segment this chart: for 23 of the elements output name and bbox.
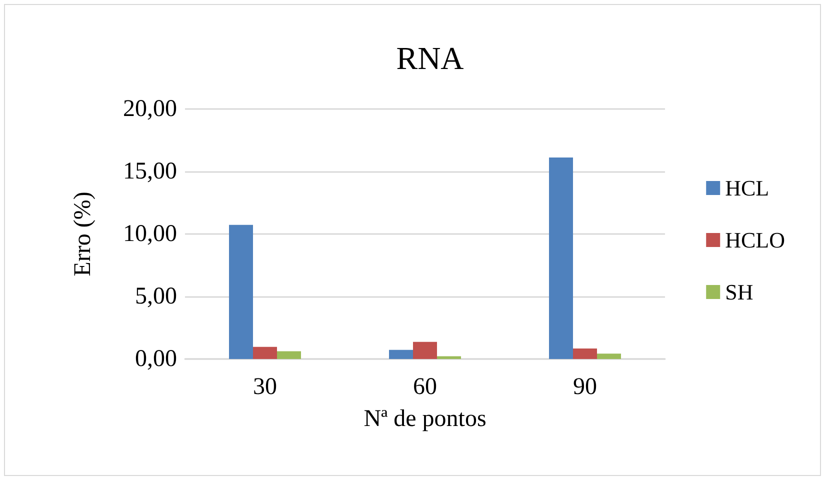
- bar: [597, 354, 621, 359]
- y-axis-title: Erro (%): [70, 192, 96, 276]
- bar: [549, 158, 573, 359]
- bar: [389, 350, 413, 359]
- y-tick-label: 15,00: [123, 158, 177, 184]
- bar: [413, 342, 437, 359]
- bar: [229, 224, 253, 359]
- x-tick-label: 90: [573, 374, 597, 400]
- legend-label: SH: [725, 280, 754, 304]
- x-tick-label: 60: [413, 374, 437, 400]
- y-tick-label: 5,00: [135, 284, 177, 310]
- chart-title: RNA: [396, 40, 464, 76]
- bar: [437, 356, 461, 359]
- y-tick-label: 10,00: [123, 221, 177, 247]
- bar: [573, 348, 597, 359]
- bar: [277, 351, 301, 359]
- legend-label: HCLO: [725, 228, 786, 252]
- x-tick-label: 30: [253, 374, 277, 400]
- y-tick-label: 20,00: [123, 96, 177, 122]
- bar: [253, 346, 277, 359]
- legend-label: HCL: [725, 176, 770, 200]
- x-axis-title: Nª de pontos: [364, 406, 486, 432]
- y-tick-label: 0,00: [135, 346, 177, 372]
